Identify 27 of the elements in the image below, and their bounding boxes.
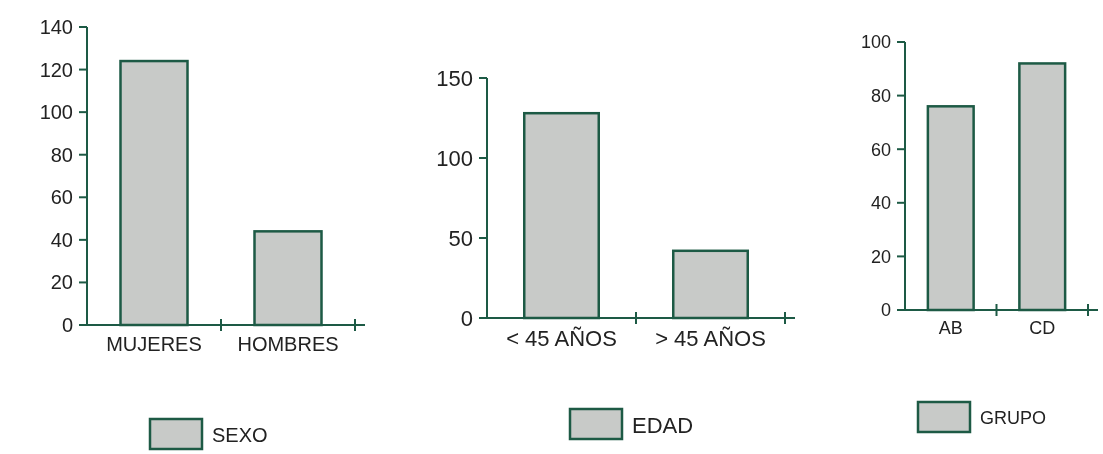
legend-label: SEXO: [212, 424, 268, 446]
y-tick-label: 80: [870, 85, 891, 106]
y-tick-label: 20: [870, 246, 891, 267]
x-tick-label: HOMBRES: [237, 333, 339, 355]
x-tick-label: CD: [1029, 318, 1056, 338]
y-tick-label: 60: [50, 186, 73, 209]
y-tick-label: 20: [50, 271, 73, 294]
y-tick-label: 140: [39, 16, 73, 38]
y-tick-label: 0: [880, 300, 891, 321]
y-tick-label: 120: [39, 58, 73, 81]
y-tick-label: 50: [448, 225, 473, 251]
y-tick-label: 0: [61, 314, 73, 336]
x-tick-label: MUJERES: [106, 333, 202, 355]
y-tick-label: 40: [870, 193, 891, 214]
x-tick-label: AB: [938, 318, 963, 338]
y-tick-label: 0: [460, 305, 473, 331]
y-tick-label: 150: [436, 65, 473, 91]
y-tick-label: 100: [436, 145, 473, 171]
y-tick-label: 100: [39, 101, 73, 124]
y-tick-label: 100: [860, 32, 891, 53]
y-tick-label: 40: [50, 228, 73, 251]
x-tick-label: > 45 AÑOS: [655, 326, 766, 351]
y-tick-label: 60: [870, 139, 891, 160]
y-tick-label: 80: [50, 143, 73, 166]
legend-label: EDAD: [632, 412, 694, 438]
legend-label: GRUPO: [980, 408, 1047, 429]
x-tick-label: < 45 AÑOS: [506, 326, 617, 351]
